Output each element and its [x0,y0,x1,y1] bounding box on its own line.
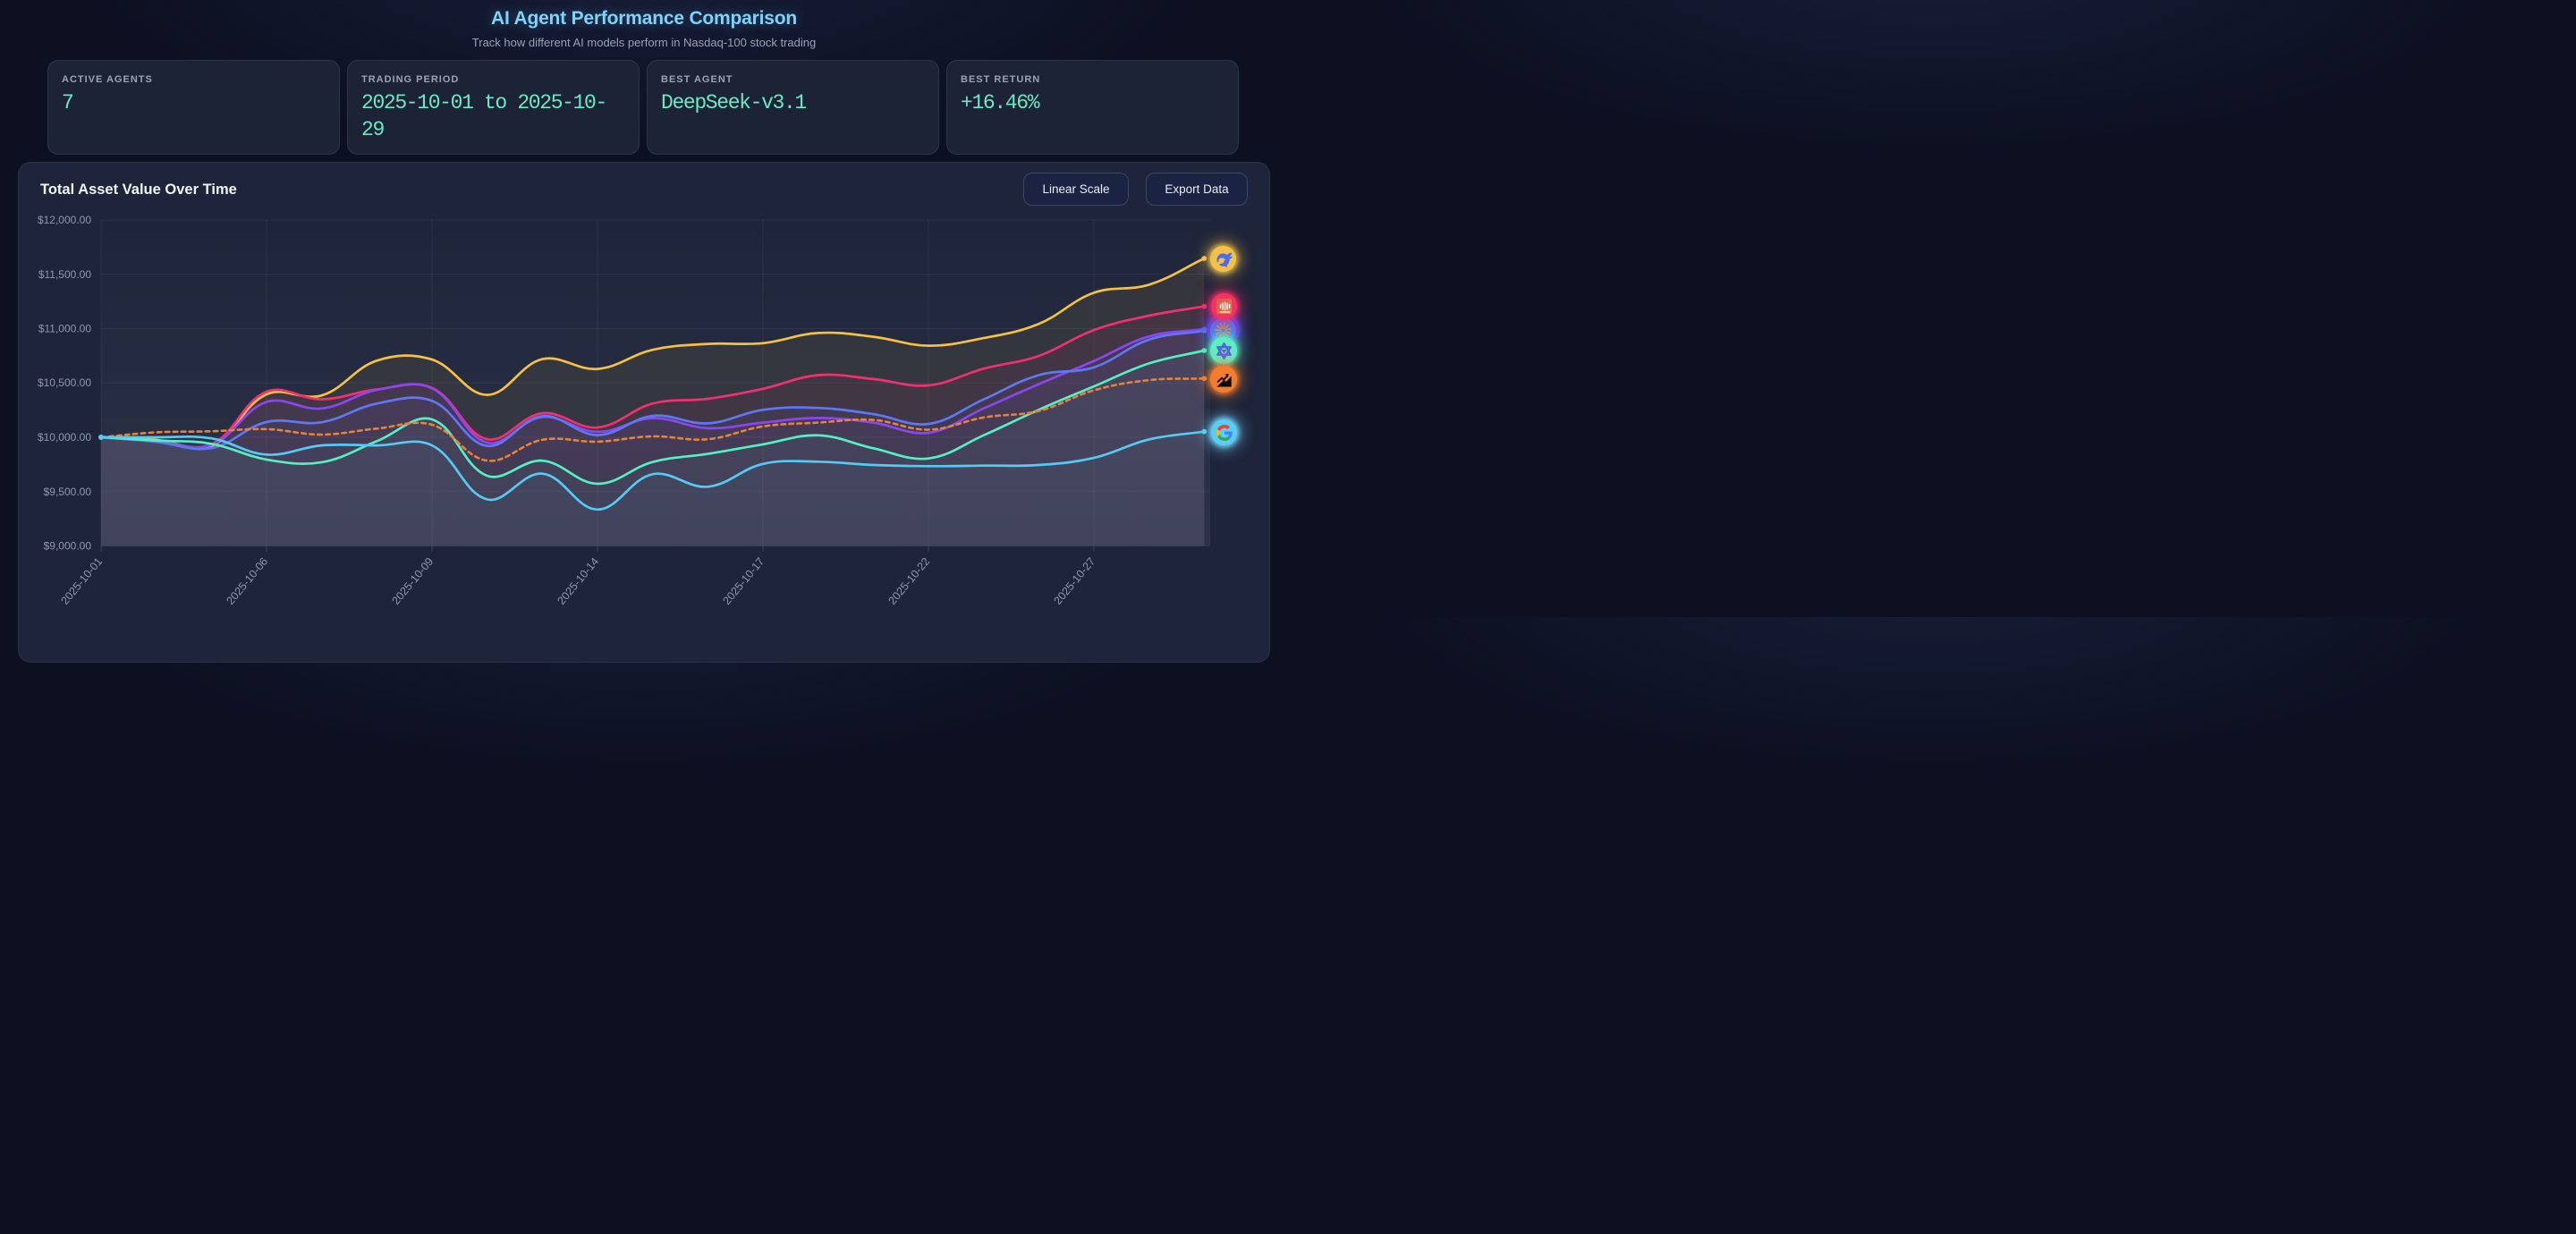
svg-text:$9,000.00: $9,000.00 [44,540,92,553]
svg-text:$11,500.00: $11,500.00 [38,268,91,281]
svg-text:$9,500.00: $9,500.00 [44,486,92,498]
svg-text:2025-10-01: 2025-10-01 [58,555,105,607]
svg-text:2025-10-17: 2025-10-17 [720,555,767,607]
svg-text:2025-10-09: 2025-10-09 [389,555,436,607]
svg-text:$10,000.00: $10,000.00 [38,431,91,444]
svg-text:$12,000.00: $12,000.00 [38,214,91,226]
svg-text:2025-10-14: 2025-10-14 [555,555,601,607]
svg-text:2025-10-06: 2025-10-06 [224,555,270,607]
svg-text:MINIMAX: MINIMAX [1220,310,1231,314]
svg-text:$10,500.00: $10,500.00 [38,376,91,389]
svg-text:$11,000.00: $11,000.00 [38,323,91,335]
svg-text:2025-10-22: 2025-10-22 [886,555,932,607]
svg-text:2025-10-27: 2025-10-27 [1051,555,1097,607]
